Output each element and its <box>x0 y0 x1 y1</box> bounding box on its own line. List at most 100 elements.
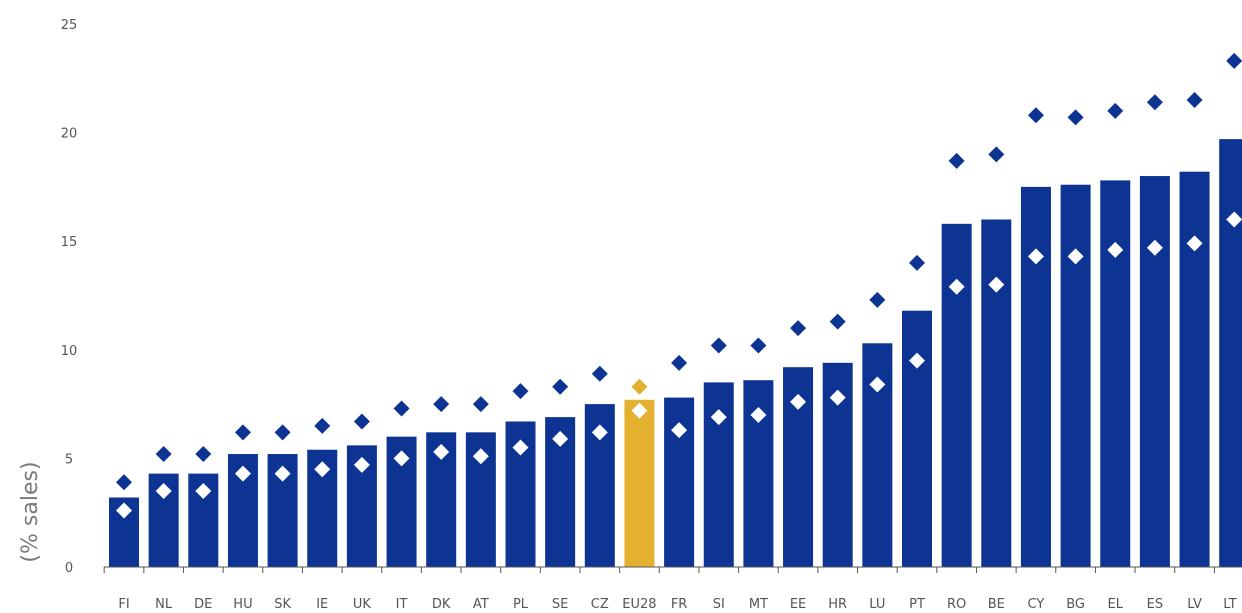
x-tick-label: DE <box>194 597 212 612</box>
upper-marker-nl <box>155 446 172 463</box>
lower-marker-lt <box>1226 211 1242 228</box>
bar-lv <box>1179 171 1210 568</box>
x-tick-label: EL <box>1108 597 1124 612</box>
x-tick-label: PL <box>513 597 529 612</box>
lower-marker-ee <box>790 393 807 410</box>
x-tick-label: IE <box>316 597 328 612</box>
lower-marker-mt <box>750 406 767 423</box>
lower-marker-uk <box>353 456 370 473</box>
upper-marker-pl <box>512 383 529 400</box>
upper-marker-lv <box>1186 92 1203 109</box>
lower-marker-fi <box>116 502 132 519</box>
bar-bg <box>1060 184 1091 567</box>
bar-pt <box>902 310 932 567</box>
upper-marker-ee <box>790 320 807 337</box>
x-tick-label: EE <box>790 597 806 612</box>
y-axis-ticks: 0 5 10 15 20 25 <box>61 18 78 576</box>
lower-marker-lu <box>869 376 886 393</box>
upper-marker-hu <box>234 424 251 441</box>
x-axis <box>103 566 1242 573</box>
x-tick-label: EU28 <box>622 597 656 612</box>
x-tick-label: LU <box>869 597 885 612</box>
upper-marker-el <box>1107 102 1124 119</box>
lower-marker-eu28 <box>631 402 648 419</box>
bar-ro <box>941 223 972 567</box>
x-tick-label: LV <box>1187 597 1202 612</box>
upper-marker-lt <box>1226 52 1242 69</box>
upper-marker-cz <box>591 365 608 382</box>
x-tick-label: LT <box>1223 597 1236 612</box>
lower-marker-cy <box>1027 248 1044 265</box>
y-tick-label: 15 <box>61 235 78 250</box>
lower-marker-bg <box>1067 248 1084 265</box>
bar-es <box>1139 176 1170 568</box>
lower-marker-de <box>195 482 212 499</box>
lower-marker-si <box>710 409 727 426</box>
bar-be <box>981 219 1012 568</box>
lower-marker-hr <box>829 389 846 406</box>
lower-marker-es <box>1146 239 1163 256</box>
lower-marker-nl <box>155 482 172 499</box>
x-tick-label: BE <box>988 597 1005 612</box>
upper-marker-cy <box>1027 107 1044 124</box>
bar-lt <box>1219 139 1242 567</box>
upper-marker-ro <box>948 152 965 169</box>
upper-marker-eu28 <box>631 378 648 395</box>
upper-marker-de <box>195 446 212 463</box>
y-tick-label: 5 <box>65 452 73 467</box>
x-tick-label: CY <box>1028 597 1045 612</box>
lower-marker-lv <box>1186 235 1203 252</box>
x-tick-label: HR <box>828 597 847 612</box>
lower-marker-ro <box>948 278 965 295</box>
lower-marker-hu <box>234 465 251 482</box>
bar-eu28 <box>624 399 655 567</box>
lower-marker-ie <box>314 461 331 478</box>
lower-marker-it <box>393 450 410 467</box>
lower-marker-pt <box>909 352 925 369</box>
y-axis-label-group: (% sales) <box>18 461 43 562</box>
lower-marker-fr <box>671 422 688 439</box>
x-tick-label: ES <box>1147 597 1163 612</box>
y-tick-label: 0 <box>65 561 73 576</box>
upper-marker-fr <box>671 354 688 371</box>
x-tick-label: SK <box>274 597 291 612</box>
x-tick-label: FI <box>118 597 129 612</box>
x-tick-label: SE <box>552 597 568 612</box>
y-tick-label: 10 <box>61 344 78 359</box>
lower-marker-el <box>1107 241 1124 258</box>
x-tick-label: IT <box>396 597 408 612</box>
x-tick-label: FR <box>671 597 688 612</box>
lower-markers-group <box>116 211 1242 519</box>
bar-cy <box>1020 186 1051 567</box>
x-tick-label: RO <box>947 597 966 612</box>
upper-marker-dk <box>433 396 450 413</box>
x-tick-label: BG <box>1066 597 1085 612</box>
x-tick-label: MT <box>749 597 768 612</box>
lower-marker-dk <box>433 443 450 460</box>
y-tick-label: 25 <box>61 18 78 33</box>
x-tick-label: UK <box>353 597 372 612</box>
upper-marker-si <box>710 337 727 354</box>
upper-marker-es <box>1146 94 1163 111</box>
x-tick-label: SI <box>713 597 725 612</box>
x-tick-label: PT <box>909 597 925 612</box>
lower-marker-be <box>988 276 1005 293</box>
y-tick-label: 20 <box>61 127 78 142</box>
upper-marker-se <box>552 378 569 395</box>
lower-marker-pl <box>512 439 529 456</box>
x-tick-label: DK <box>432 597 451 612</box>
upper-marker-fi <box>116 474 132 491</box>
x-tick-label: AT <box>473 597 489 612</box>
upper-marker-bg <box>1067 109 1084 126</box>
x-tick-label: HU <box>233 597 252 612</box>
lower-marker-at <box>472 448 489 465</box>
upper-marker-mt <box>750 337 767 354</box>
bar-el <box>1100 180 1131 567</box>
y-axis-label: (% sales) <box>18 461 43 562</box>
x-tick-label: NL <box>155 597 173 612</box>
upper-marker-uk <box>353 413 370 430</box>
upper-marker-sk <box>274 424 291 441</box>
lower-marker-cz <box>591 424 608 441</box>
x-axis-labels: FI NL DE HU SK IE UK IT DK AT PL SE CZ EU28 FR SI MT EE HR… <box>118 597 1236 612</box>
